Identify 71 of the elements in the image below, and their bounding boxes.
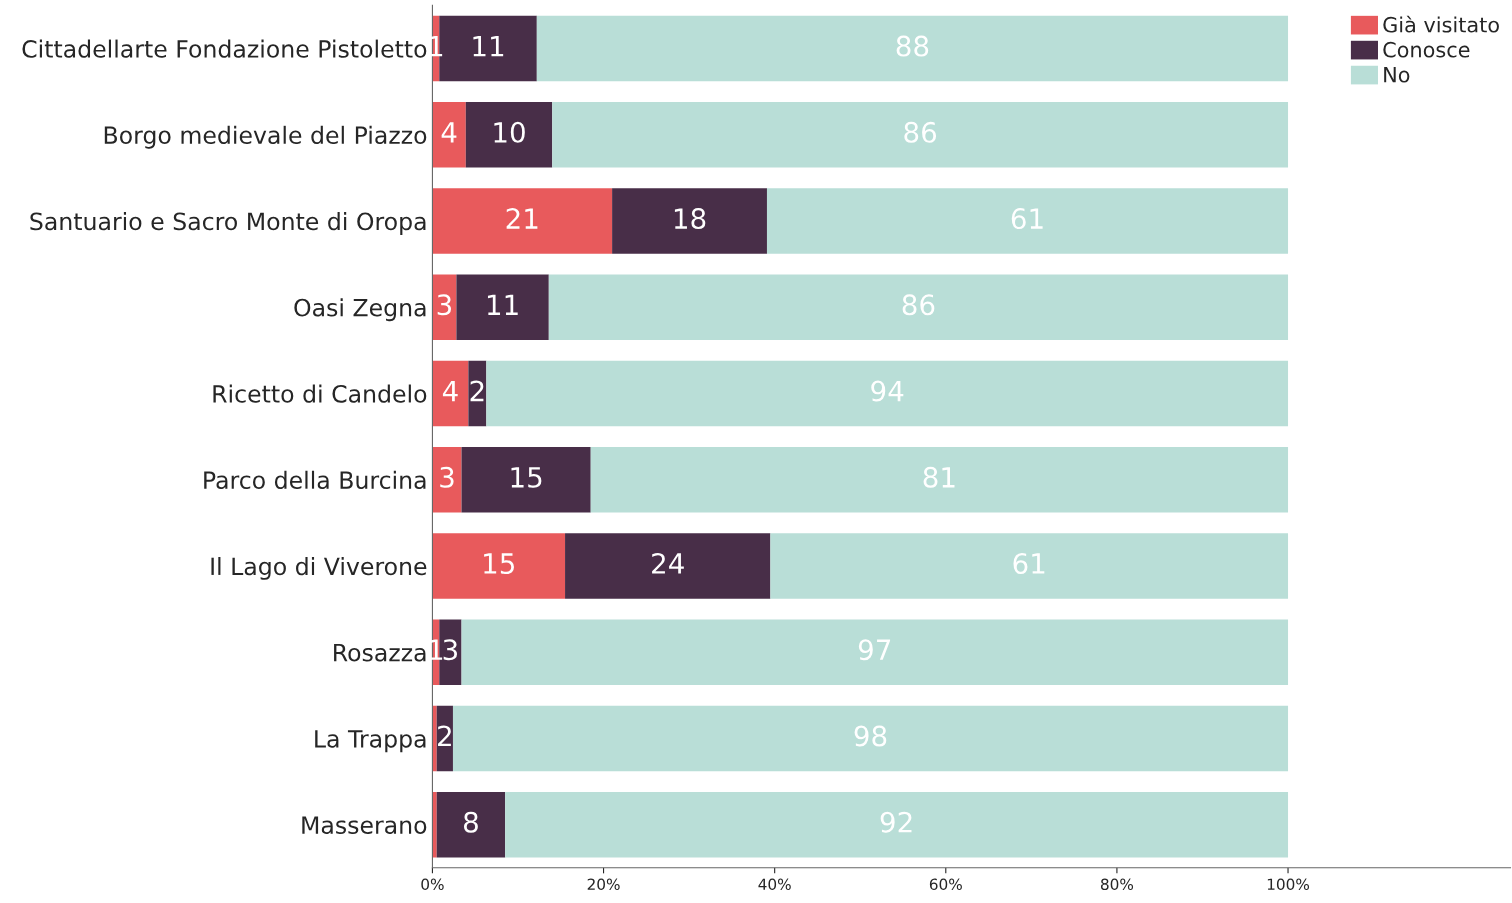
- data-label: 88: [896, 35, 929, 57]
- data-label: 92: [880, 811, 912, 833]
- bar: [452, 705, 1289, 772]
- data-label: 15: [484, 553, 514, 575]
- y-tick-label: Il Lago di Viverone: [211, 556, 427, 580]
- bar: [505, 791, 1289, 858]
- bar: [612, 188, 767, 254]
- data-label: 3: [440, 466, 454, 488]
- bar: [465, 102, 553, 168]
- legend-label: Conosce: [1383, 41, 1470, 58]
- data-label: 3: [443, 639, 458, 661]
- data-label: 21: [506, 208, 538, 229]
- data-label: 10: [494, 121, 525, 143]
- x-tick-label: 100%: [1267, 878, 1310, 891]
- data-label: 8: [463, 811, 478, 833]
- bar: [770, 533, 1289, 599]
- y-tick-label: Santuario e Sacro Monte di Oropa: [30, 212, 426, 235]
- data-label: 24: [652, 553, 684, 574]
- data-label: 81: [923, 466, 955, 488]
- data-label: 2: [470, 380, 484, 402]
- x-tick-label: 80%: [1100, 878, 1134, 891]
- bar: [432, 360, 469, 427]
- bar: [461, 446, 591, 513]
- bar: [590, 446, 1289, 513]
- bar: [536, 15, 1289, 82]
- bar: [461, 619, 1289, 685]
- bar: [468, 360, 487, 427]
- bar: [432, 188, 613, 254]
- bar: [456, 274, 549, 341]
- data-label: 3: [437, 294, 452, 316]
- y-tick-label: Masserano: [302, 816, 427, 834]
- data-label: 11: [473, 35, 504, 57]
- data-label: 15: [511, 467, 542, 488]
- x-tick-label: 0%: [421, 878, 444, 891]
- y-tick-label: Cittadellarte Fondazione Pistoletto: [22, 39, 427, 58]
- bar: [548, 274, 1289, 341]
- bar: [766, 188, 1289, 254]
- data-label: 97: [858, 639, 891, 661]
- data-label: 61: [1013, 553, 1045, 575]
- bar: [486, 360, 1289, 427]
- data-label: 86: [902, 294, 935, 316]
- bar: [432, 446, 462, 513]
- data-label: 86: [904, 121, 937, 143]
- data-label: 4: [441, 122, 457, 143]
- y-tick-label: Rosazza: [334, 643, 426, 662]
- y-tick-label: La Trappa: [315, 730, 426, 753]
- x-tick-label: 40%: [758, 878, 791, 891]
- data-label: 61: [1011, 208, 1043, 230]
- y-tick-label: Borgo medievale del Piazzo: [104, 125, 427, 149]
- bar: [432, 791, 437, 858]
- bar: [552, 102, 1289, 168]
- data-label: 4: [442, 380, 458, 402]
- bar: [436, 791, 506, 858]
- x-tick-label: 20%: [587, 878, 620, 891]
- bar: [565, 533, 771, 599]
- bar: [432, 274, 457, 341]
- data-label: 2: [438, 725, 451, 747]
- legend-label: No: [1384, 67, 1410, 83]
- bar: [432, 533, 566, 599]
- bar: [432, 102, 466, 168]
- data-label: 94: [871, 380, 904, 402]
- x-tick-label: 60%: [929, 878, 962, 891]
- legend-label: Già visitato: [1383, 15, 1499, 33]
- y-tick-label: Ricetto di Candelo: [213, 384, 427, 403]
- y-tick-label: Oasi Zegna: [294, 298, 426, 322]
- y-tick-label: Parco della Burcina: [204, 470, 426, 490]
- bar: [432, 705, 437, 772]
- data-label: 98: [854, 725, 887, 747]
- data-label: 18: [674, 208, 706, 230]
- data-label: 1: [430, 639, 443, 660]
- data-label: 11: [487, 294, 518, 315]
